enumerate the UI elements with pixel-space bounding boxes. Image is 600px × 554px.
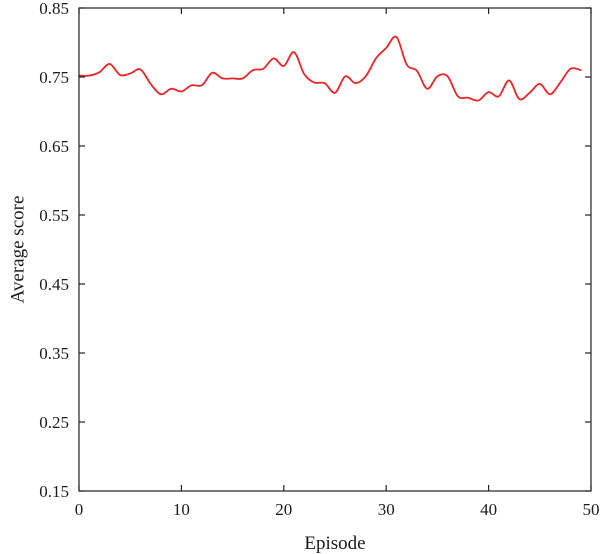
x-axis-label: Episode (304, 533, 365, 554)
plot-frame (78, 7, 592, 492)
y-tick-label: 0.75 (39, 68, 69, 87)
y-tick-label: 0.65 (39, 137, 69, 156)
x-tick-label: 10 (173, 500, 190, 519)
y-tick-label: 0.85 (39, 0, 69, 18)
y-tick-label: 0.45 (39, 275, 69, 294)
x-tick-label: 20 (275, 500, 292, 519)
x-tick-label: 40 (480, 500, 497, 519)
y-tick-label: 0.15 (39, 482, 69, 501)
y-axis-label: Average score (8, 196, 29, 304)
series-line (78, 35, 582, 102)
series-layer (78, 35, 582, 102)
x-tick-label: 0 (75, 500, 84, 519)
y-tick-label: 0.25 (39, 413, 69, 432)
y-tick-label: 0.55 (39, 206, 69, 225)
x-tick-label: 30 (378, 500, 395, 519)
axis-ticks: 0 10 20 30 40 50 0.15 0.25 0.35 0.45 0.55 0.65 0.75 0… (39, 0, 599, 519)
y-tick-label: 0.35 (39, 344, 69, 363)
x-tick-label: 50 (583, 500, 600, 519)
